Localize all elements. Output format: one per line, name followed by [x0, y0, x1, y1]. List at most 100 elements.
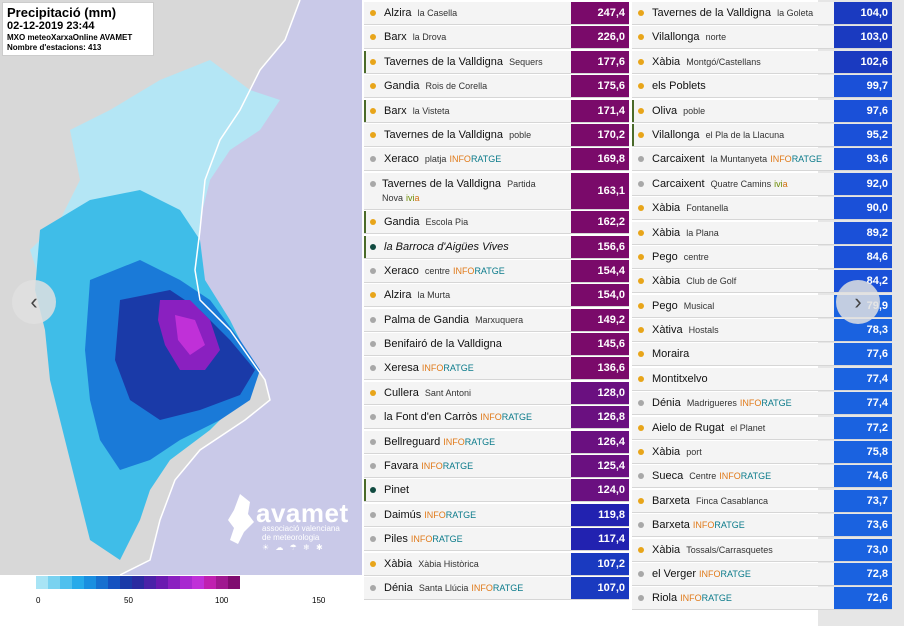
station-name: Gandia — [384, 80, 420, 93]
station-row[interactable]: la Font d'en Carròs INFORATGE 126,8 — [364, 406, 629, 430]
station-row[interactable]: Barx la Drova 226,0 — [364, 26, 629, 50]
station-name-cell: Bellreguard INFORATGE — [364, 431, 571, 453]
station-type-dot-icon — [370, 107, 376, 114]
station-row[interactable]: Xàbia Xàbia Històrica 107,2 — [364, 552, 629, 576]
station-row[interactable]: Vilallonga norte 103,0 — [632, 26, 892, 50]
station-subname: poble — [683, 105, 706, 116]
station-row[interactable]: Tavernes de la Valldigna Sequers 177,6 — [364, 50, 629, 74]
station-name: Barx — [384, 31, 407, 44]
station-row[interactable]: Barxeta Finca Casablanca 73,7 — [632, 489, 892, 513]
legend-swatch — [60, 576, 72, 589]
precipitation-legend — [36, 576, 240, 589]
station-row[interactable]: Xàbia Tossals/Carrasquetes 73,0 — [632, 538, 892, 562]
legend-swatch — [180, 576, 192, 589]
precipitation-value: 226,0 — [571, 26, 629, 49]
precipitation-value: 136,6 — [571, 357, 629, 380]
station-row[interactable]: Alzira la Casella 247,4 — [364, 2, 629, 25]
station-row[interactable]: Bellreguard INFORATGE 126,4 — [364, 430, 629, 454]
station-type-dot-icon — [638, 546, 644, 553]
station-subname: centre — [683, 251, 709, 262]
station-row[interactable]: Daimús INFORATGE 119,8 — [364, 503, 629, 527]
station-name-cell: Xàbia la Plana — [632, 222, 834, 244]
station-row[interactable]: Gandia Rois de Corella 175,6 — [364, 75, 629, 99]
station-name-cell: Tavernes de la Valldigna Partida Nova ivi… — [364, 173, 571, 209]
station-row[interactable]: la Barroca d'Aigües Vives 156,6 — [364, 235, 629, 259]
station-row[interactable]: Carcaixent Quatre Camins ivia 92,0 — [632, 172, 892, 196]
precipitation-map[interactable]: Precipitació (mm) 02-12-2019 23:44 MXO m… — [0, 0, 362, 575]
station-row[interactable]: Tavernes de la Valldigna poble 170,2 — [364, 123, 629, 147]
station-name-cell: Barx la Drova — [364, 26, 571, 48]
network-badge: INFORATGE — [421, 461, 474, 472]
station-row[interactable]: Carcaixent la Muntanyeta INFORATGE 93,6 — [632, 148, 892, 172]
station-name-cell: la Font d'en Carròs INFORATGE — [364, 406, 571, 428]
precipitation-value: 154,4 — [571, 259, 629, 282]
station-type-dot-icon — [370, 180, 376, 187]
map-info-box: Precipitació (mm) 02-12-2019 23:44 MXO m… — [2, 2, 154, 56]
station-row[interactable]: Alzira la Murta 154,0 — [364, 284, 629, 308]
station-type-dot-icon — [370, 83, 376, 90]
station-type-dot-icon — [638, 58, 644, 65]
station-name-cell: Xàbia Tossals/Carrasquetes — [632, 539, 834, 561]
station-name-cell: Pinet — [364, 479, 571, 501]
station-name-cell: Aielo de Rugat el Planet — [632, 417, 834, 439]
station-row[interactable]: Piles INFORATGE 117,4 — [364, 528, 629, 552]
station-type-dot-icon — [370, 156, 376, 163]
precipitation-value: 126,8 — [571, 406, 629, 429]
legend-swatch — [192, 576, 204, 589]
precipitation-value: 163,1 — [571, 172, 629, 209]
station-row[interactable]: Gandia Escola Pia 162,2 — [364, 211, 629, 235]
station-subname: Quatre Camins — [710, 178, 772, 189]
station-row[interactable]: el Verger INFORATGE 72,8 — [632, 562, 892, 586]
precipitation-value: 75,8 — [834, 441, 892, 464]
station-row[interactable]: Cullera Sant Antoni 128,0 — [364, 381, 629, 405]
station-row[interactable]: Xàbia la Plana 89,2 — [632, 221, 892, 245]
station-row[interactable]: Xàbia port 75,8 — [632, 441, 892, 465]
network-badge: INFORATGE — [410, 534, 463, 545]
station-name: Alzira — [384, 289, 412, 302]
station-row[interactable]: Xeraco platja INFORATGE 169,8 — [364, 148, 629, 172]
station-name-cell: Riola INFORATGE — [632, 587, 834, 609]
station-row[interactable]: Xàtiva Hostals 78,3 — [632, 319, 892, 343]
station-row[interactable]: Barxeta INFORATGE 73,6 — [632, 514, 892, 538]
station-row[interactable]: Benifairó de la Valldigna 145,6 — [364, 333, 629, 357]
station-name-cell: Moraira — [632, 343, 834, 365]
precipitation-value: 104,0 — [834, 2, 892, 24]
station-row[interactable]: Tavernes de la Valldigna la Goleta 104,0 — [632, 2, 892, 25]
station-row[interactable]: Pinet 124,0 — [364, 479, 629, 503]
station-row[interactable]: Sueca Centre INFORATGE 74,6 — [632, 465, 892, 489]
station-row[interactable]: Vilallonga el Pla de la Llacuna 95,2 — [632, 123, 892, 147]
station-row[interactable]: Dénia Santa Llúcia INFORATGE 107,0 — [364, 576, 629, 600]
avamet-weather-icons: ☀ ☁ ☂ ❄ ✱ — [262, 543, 325, 552]
network-badge: INFORATGE — [449, 154, 502, 165]
station-row[interactable]: Favara INFORATGE 125,4 — [364, 455, 629, 479]
previous-slide-button[interactable]: ‹ — [12, 280, 56, 324]
station-row[interactable]: Xeresa INFORATGE 136,6 — [364, 357, 629, 381]
station-row[interactable]: Tavernes de la Valldigna Partida Nova ivi… — [364, 172, 629, 210]
station-name: Dénia — [652, 397, 681, 410]
station-row[interactable]: Montitxelvo 77,4 — [632, 367, 892, 391]
station-name-cell: Barxeta Finca Casablanca — [632, 490, 834, 512]
station-name-cell: Xàbia Xàbia Històrica — [364, 553, 571, 575]
station-row[interactable]: Dénia Madrigueres INFORATGE 77,4 — [632, 392, 892, 416]
precipitation-value: 84,6 — [834, 245, 892, 268]
station-row[interactable]: Aielo de Rugat el Planet 77,2 — [632, 416, 892, 440]
station-row[interactable]: Oliva poble 97,6 — [632, 99, 892, 123]
station-type-dot-icon — [638, 570, 644, 577]
station-row[interactable]: Pego centre 84,6 — [632, 245, 892, 269]
station-row[interactable]: els Poblets 99,7 — [632, 75, 892, 99]
avamet-logo-line2: de meteorologia — [262, 533, 320, 542]
station-row[interactable]: Xàbia Montgó/Castellans 102,6 — [632, 50, 892, 74]
station-type-dot-icon — [370, 34, 376, 41]
precipitation-value: 162,2 — [571, 211, 629, 234]
station-row[interactable]: Xàbia Fontanella 90,0 — [632, 197, 892, 221]
station-row[interactable]: Barx la Visteta 171,4 — [364, 99, 629, 123]
network-badge: INFORATGE — [424, 509, 477, 520]
next-slide-button[interactable]: › — [836, 280, 880, 324]
station-row[interactable]: Moraira 77,6 — [632, 343, 892, 367]
map-title: Precipitació (mm) — [7, 5, 117, 20]
precipitation-value: 73,0 — [834, 538, 892, 561]
station-row[interactable]: Riola INFORATGE 72,6 — [632, 587, 892, 611]
station-row[interactable]: Xeraco centre INFORATGE 154,4 — [364, 259, 629, 283]
station-type-dot-icon — [638, 473, 644, 480]
station-row[interactable]: Palma de Gandia Marxuquera 149,2 — [364, 308, 629, 332]
